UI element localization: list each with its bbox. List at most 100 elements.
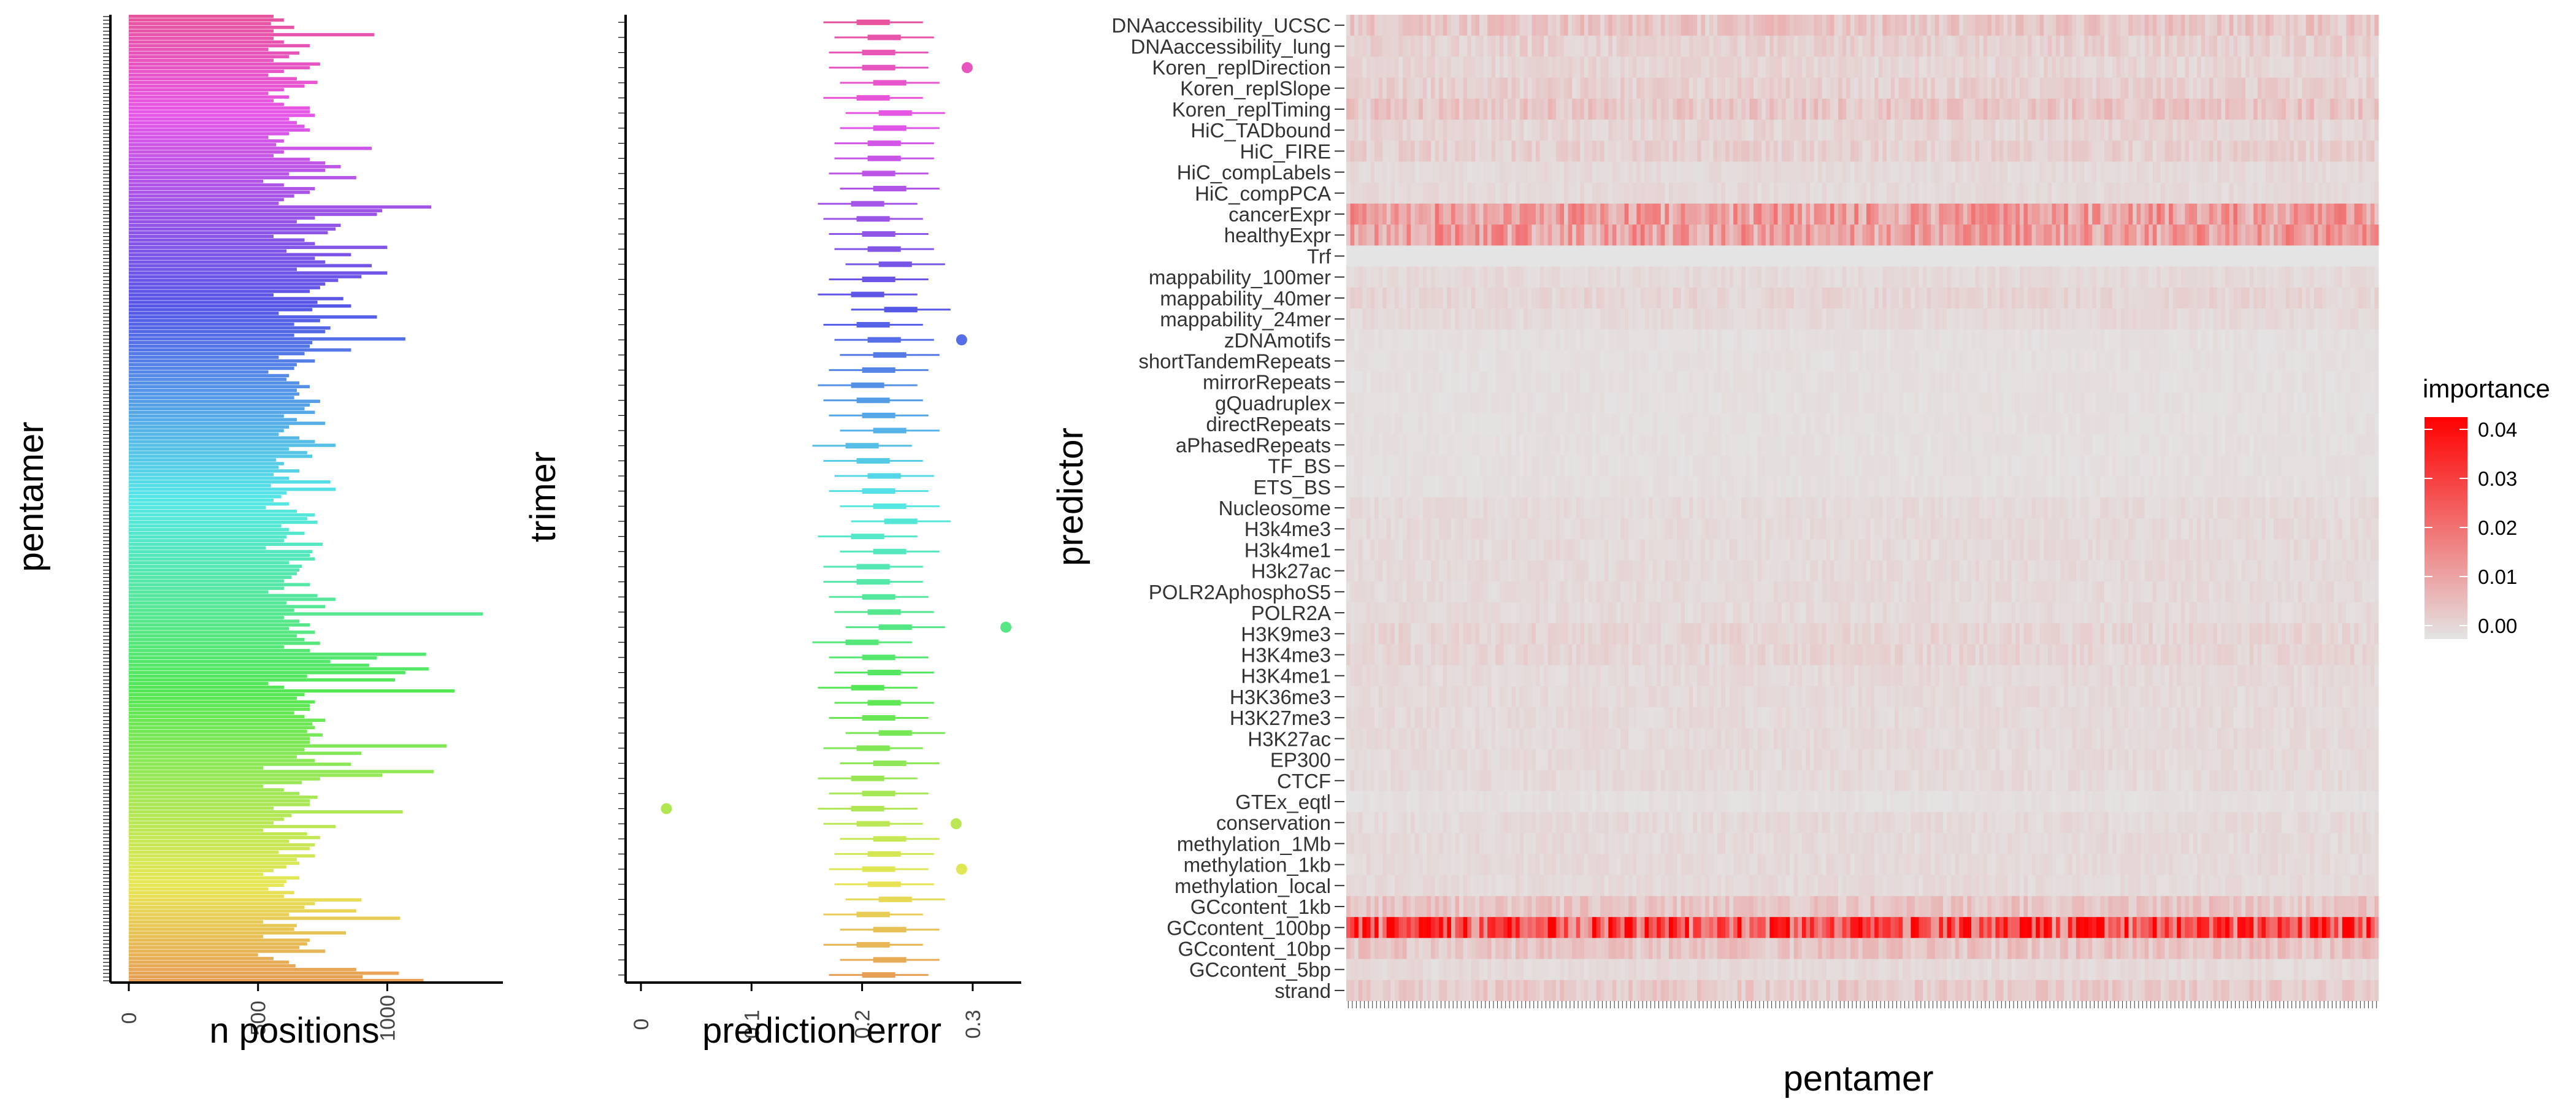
heatmap-cell [2370,36,2375,57]
heatmap-cell [1717,266,1722,288]
heatmap-cell [2185,224,2190,246]
heatmap-cell [2120,120,2125,141]
heatmap-cell [1370,266,1375,288]
heatmap-cell [1535,77,1540,99]
bar [129,36,274,40]
heatmap-cell [1785,15,1790,36]
heatmap-cell [1838,36,1843,57]
heatmap-cell [1757,287,1762,309]
heatmap-cell [1878,56,1883,79]
heatmap-cell [2213,56,2218,79]
heatmap-cell [2237,287,2242,309]
heatmap-cell [1854,182,1859,204]
heatmap-cell [1895,77,1899,99]
heatmap-cell [1717,140,1722,162]
bar [129,854,315,858]
heatmap-cell [1564,245,1568,267]
heatmap-cell [1801,98,1806,120]
heatmap-cell [2084,98,2089,120]
heatmap-cell [1934,287,1939,309]
heatmap-cell [1822,36,1827,57]
heatmap-cell [2274,36,2279,57]
heatmap-cell [2290,308,2294,330]
heatmap-cell [1685,140,1690,162]
heatmap-cell [1955,329,1960,351]
heatmap-cell [2112,287,2117,309]
heatmap-cell [1406,266,1411,288]
heatmap-cell [1390,308,1395,330]
heatmap-cell [1636,161,1641,183]
heatmap-cell [2342,56,2347,79]
heatmap-cell [1604,182,1609,204]
bar [129,33,375,37]
heatmap-cell [1991,161,1996,183]
heatmap-cell [1689,120,1693,141]
outlier-point [956,864,967,875]
bar-x-axis-title: n positions [209,1011,379,1051]
heatmap-cell [1403,224,1408,246]
heatmap-cell [1979,77,1984,99]
heatmap-cell [1987,203,1992,225]
heatmap-cell [1358,224,1363,246]
heatmap-cell [2100,287,2105,309]
heatmap-cell [1604,98,1609,120]
heatmap-cell [1414,245,1419,267]
heatmap-cell [1447,245,1452,267]
heatmap-cell [1991,98,1996,120]
heatmap-cell [2141,266,2145,288]
heatmap-cell [2189,56,2193,79]
heatmap-cell [1608,245,1613,267]
heatmap-cell [1919,161,1923,183]
heatmap-cell [1754,15,1758,36]
bar [129,377,287,381]
heatmap-cell [1785,308,1790,330]
heatmap-cell [2108,245,2113,267]
heatmap-cell [2354,120,2359,141]
heatmap-cell [2282,287,2287,309]
heatmap-cell [1798,56,1803,79]
heatmap-cell [2156,98,2161,120]
bar [129,883,284,887]
heatmap-cell [1737,266,1742,288]
heatmap-cell [1870,77,1875,99]
heatmap-cell [1668,287,1673,309]
heatmap-cell [1527,56,1532,79]
heatmap-cell [1507,203,1512,225]
heatmap-cell [1503,56,1508,79]
heatmap-cell [2274,308,2279,330]
heatmap-cell [1644,245,1649,267]
heatmap-cell [1584,329,1589,351]
heatmap-cell [1741,98,1746,120]
heatmap-cell [2217,161,2221,183]
heatmap-cell [1790,15,1795,36]
heatmap-cell [1810,182,1815,204]
heatmap-cell [1439,308,1444,330]
heatmap-cell [1745,98,1750,120]
heatmap-cell [2354,161,2359,183]
heatmap-cell [1677,329,1682,351]
heatmap-cell [1544,287,1549,309]
heatmap-cell [1926,120,1931,141]
heatmap-cell [2285,120,2290,141]
bar [129,348,351,352]
heatmap-cell [1616,350,1621,372]
heatmap-cell [1354,287,1359,309]
heatmap-cell [1427,77,1432,99]
heatmap-cell [1535,245,1540,267]
heatmap-cell [2217,15,2221,36]
heatmap-cell [2019,287,2024,309]
heatmap-cell [1604,140,1609,162]
heatmap-cell [2172,161,2177,183]
bar [129,150,284,154]
heatmap-cell [2100,266,2105,288]
heatmap-cell [2116,36,2121,57]
heatmap-cell [1600,56,1605,79]
dot-x-tick-label: 0.3 [962,1010,985,1038]
heatmap-cell [2011,15,2016,36]
heatmap-cell [2374,266,2379,288]
heatmap-cell [1914,224,1919,246]
heatmap-cell [1447,15,1452,36]
heatmap-cell [1660,287,1665,309]
heatmap-cell [1411,98,1416,120]
heatmap-cell [2225,161,2230,183]
